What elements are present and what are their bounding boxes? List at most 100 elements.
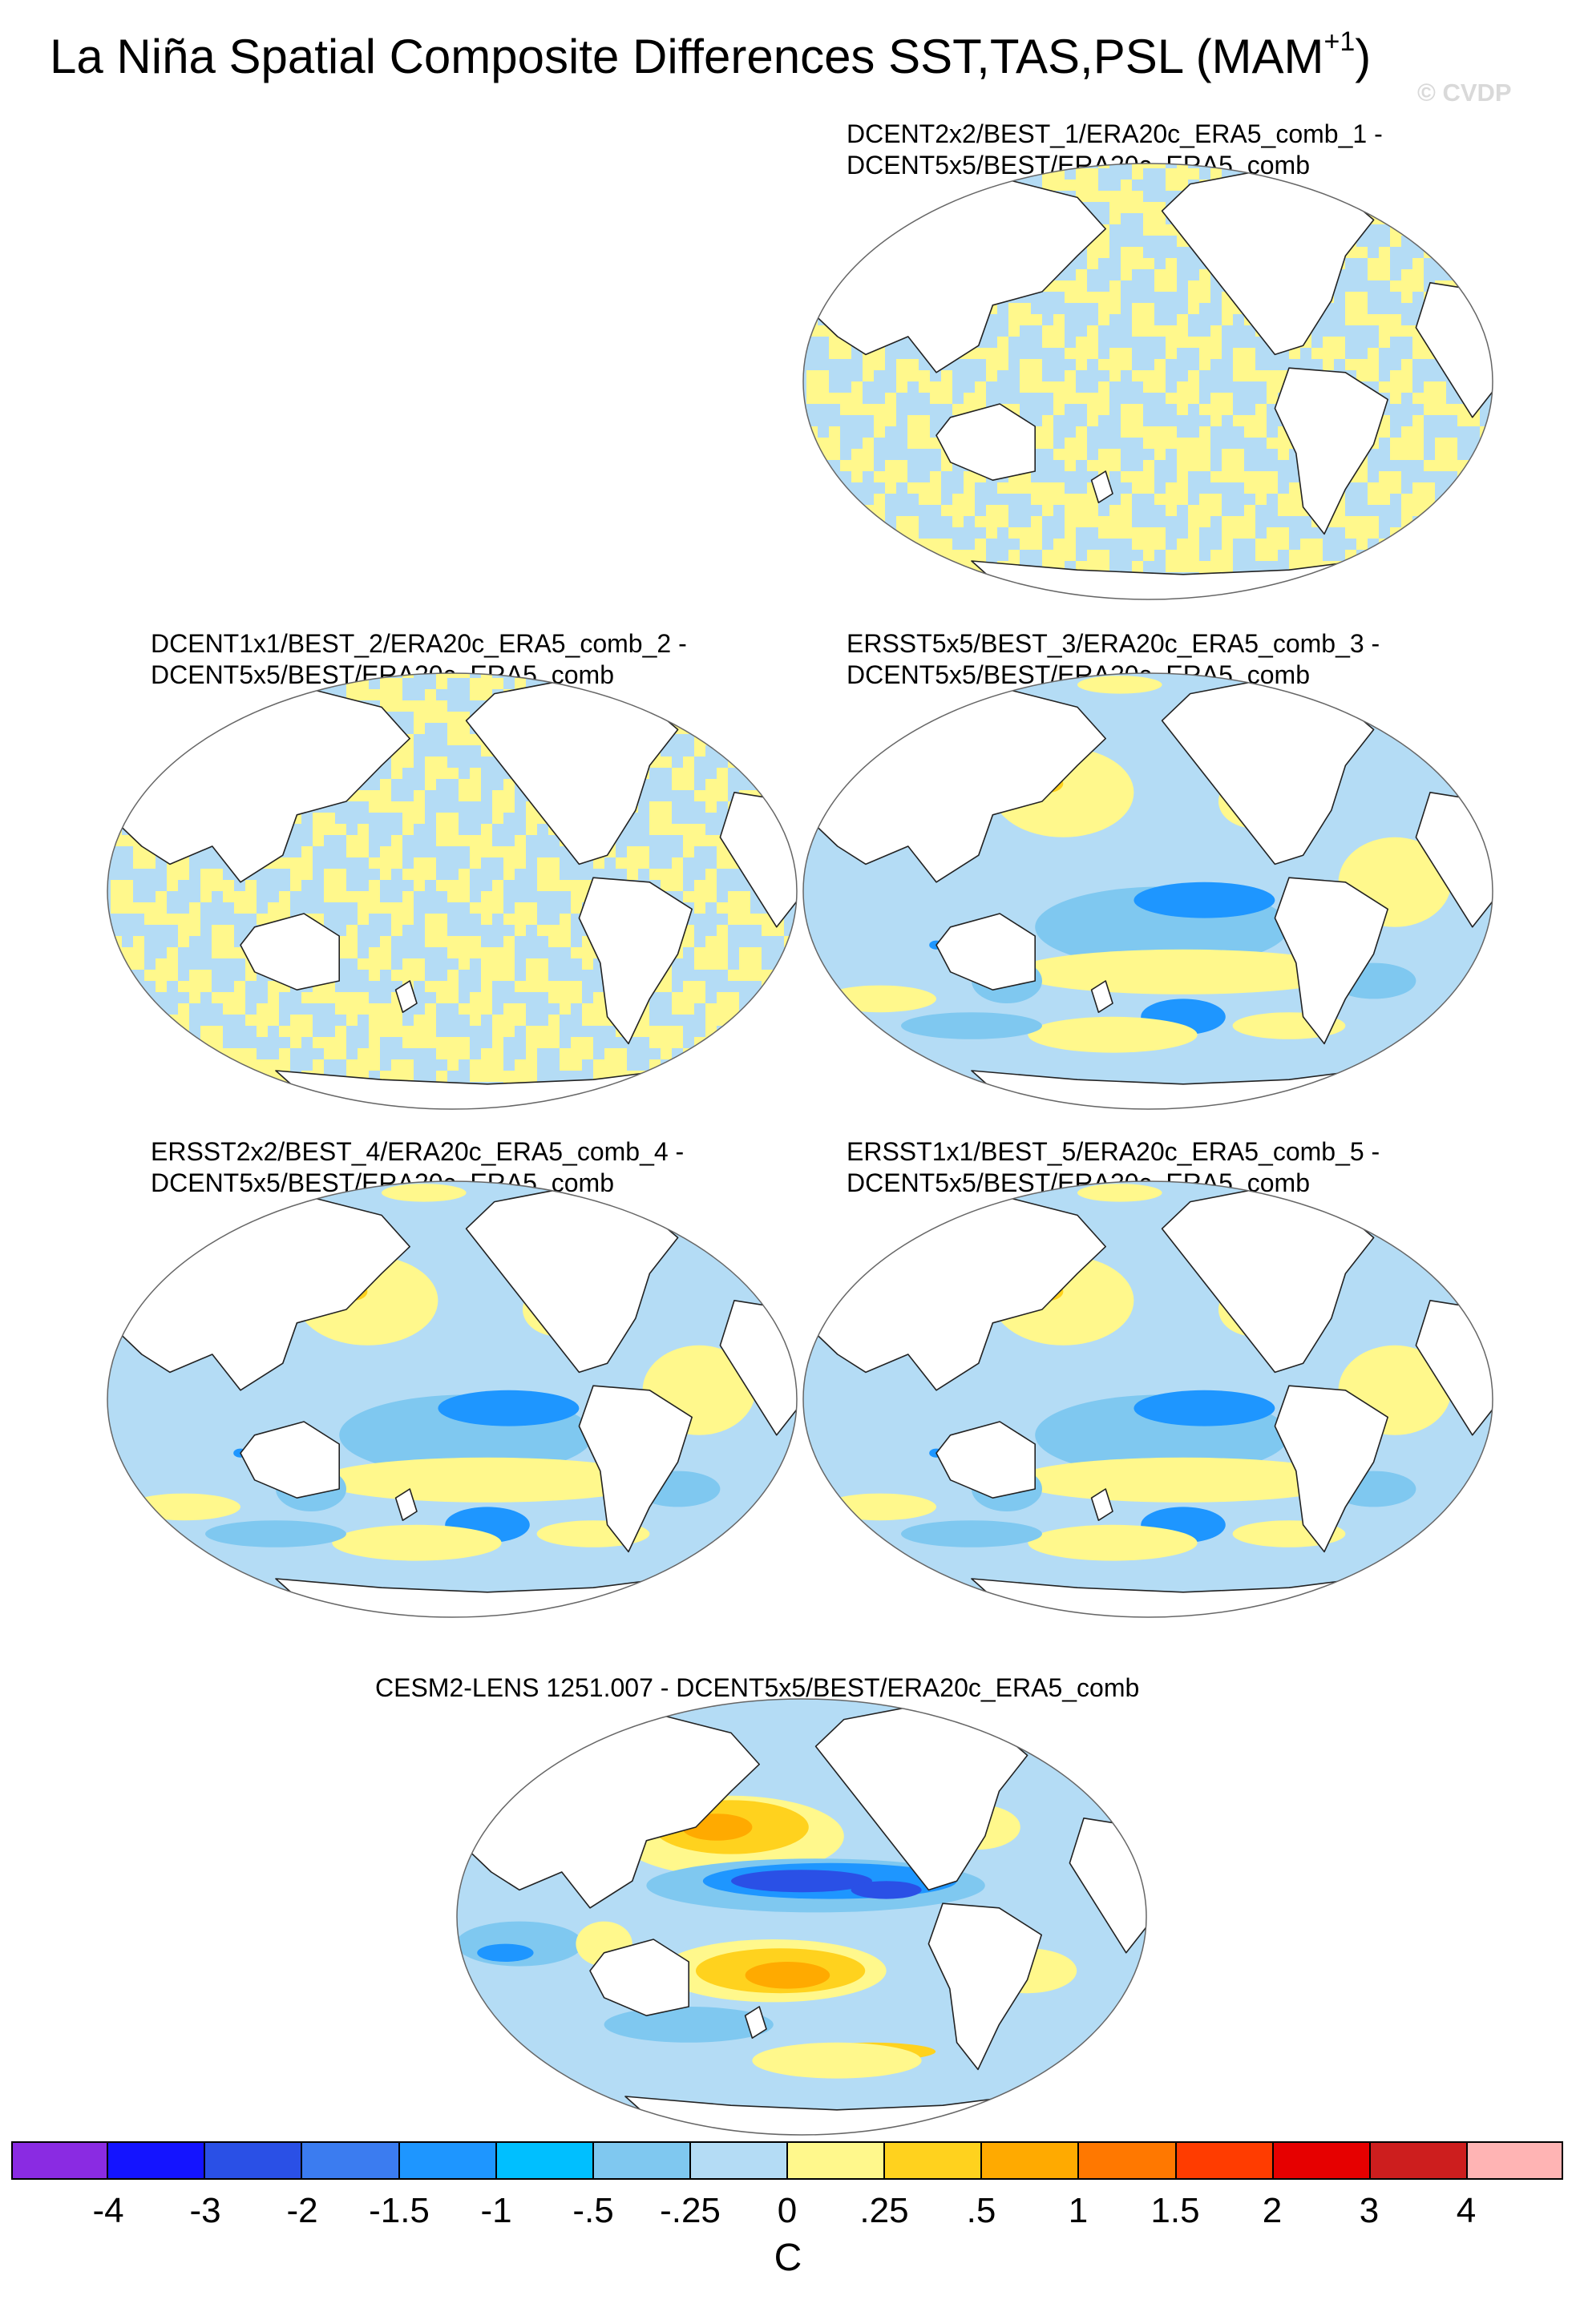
yellow-cell	[1368, 359, 1379, 370]
yellow-cell	[1143, 325, 1154, 337]
yellow-cell	[503, 790, 515, 801]
yellow-cell	[818, 438, 829, 449]
yellow-cell	[806, 381, 818, 393]
yellow-cell	[694, 958, 705, 970]
yellow-cell	[818, 325, 829, 337]
yellow-cell	[874, 404, 885, 415]
yellow-cell	[107, 981, 111, 992]
yellow-cell	[358, 1059, 369, 1071]
yellow-cell	[907, 191, 919, 202]
yellow-cell	[1390, 213, 1401, 224]
yellow-cell	[1143, 303, 1154, 314]
yellow-cell	[762, 757, 773, 768]
yellow-cell	[1356, 314, 1368, 325]
yellow-cell	[863, 370, 874, 381]
yellow-cell	[122, 734, 133, 745]
yellow-cell	[526, 824, 537, 835]
yellow-cell	[481, 914, 492, 925]
yellow-cell	[803, 269, 806, 280]
yellow-cell	[1233, 516, 1244, 527]
yellow-cell	[750, 1026, 762, 1037]
yellow-cell	[919, 595, 930, 599]
yellow-cell	[661, 1104, 672, 1109]
yellow-cell	[582, 958, 593, 970]
yellow-cell	[1087, 516, 1098, 527]
yellow-cell	[907, 482, 919, 494]
yellow-cell	[1143, 527, 1154, 539]
yellow-cell	[851, 539, 863, 550]
yellow-cell	[638, 1082, 649, 1093]
yellow-cell	[1424, 494, 1435, 505]
yellow-cell	[773, 768, 784, 779]
yellow-cell	[964, 494, 975, 505]
yellow-cell	[1311, 595, 1323, 599]
yellow-cell	[156, 970, 167, 981]
yellow-cell	[223, 880, 234, 891]
yellow-cell	[369, 880, 380, 891]
yellow-cell	[1154, 325, 1166, 337]
yellow-cell	[739, 1059, 750, 1071]
yellow-cell	[1435, 527, 1446, 539]
yellow-cell	[107, 1071, 111, 1082]
anomaly-blob	[317, 1457, 657, 1503]
yellow-cell	[279, 1048, 290, 1059]
yellow-cell	[133, 846, 144, 857]
yellow-cell	[346, 936, 358, 947]
yellow-cell	[223, 992, 234, 1003]
yellow-cell	[874, 527, 885, 539]
yellow-cell	[178, 712, 189, 723]
yellow-cell	[470, 947, 481, 958]
yellow-cell	[167, 745, 178, 757]
yellow-cell	[515, 857, 526, 869]
yellow-cell	[840, 393, 851, 404]
yellow-cell	[1244, 527, 1255, 539]
yellow-cell	[1390, 280, 1401, 292]
colorbar-tick-label: -1.5	[369, 2191, 430, 2230]
yellow-cell	[268, 678, 279, 689]
yellow-cell	[1053, 325, 1065, 337]
greenland-landmass	[1359, 169, 1417, 212]
yellow-cell	[683, 846, 694, 857]
yellow-cell	[548, 925, 560, 936]
yellow-cell	[773, 1093, 784, 1104]
yellow-cell	[436, 925, 447, 936]
yellow-cell	[784, 712, 795, 723]
yellow-cell	[425, 712, 436, 723]
yellow-cell	[885, 572, 896, 583]
yellow-cell	[728, 1082, 739, 1093]
yellow-cell	[1166, 482, 1177, 494]
yellow-cell	[245, 891, 257, 902]
yellow-cell	[728, 992, 739, 1003]
yellow-cell	[178, 1071, 189, 1082]
yellow-cell	[1289, 505, 1300, 516]
yellow-cell	[459, 880, 470, 891]
yellow-cell	[245, 1104, 257, 1109]
yellow-cell	[863, 180, 874, 191]
yellow-cell	[107, 824, 111, 835]
yellow-cell	[122, 1003, 133, 1015]
yellow-cell	[1199, 426, 1210, 438]
yellow-cell	[1300, 163, 1311, 168]
yellow-cell	[380, 1026, 391, 1037]
anomaly-blob	[752, 2042, 922, 2079]
yellow-cell	[133, 947, 144, 958]
yellow-cell	[1154, 163, 1166, 168]
yellow-cell	[111, 723, 122, 734]
yellow-cell	[803, 191, 806, 202]
yellow-cell	[1031, 527, 1042, 539]
yellow-cell	[1065, 393, 1076, 404]
yellow-cell	[1132, 191, 1143, 202]
yellow-cell	[1278, 438, 1289, 449]
yellow-cell	[107, 925, 111, 936]
yellow-cell	[436, 768, 447, 779]
yellow-cell	[1065, 516, 1076, 527]
yellow-cell	[1457, 494, 1469, 505]
yellow-cell	[1053, 337, 1065, 348]
yellow-cell	[111, 779, 122, 790]
yellow-cell	[952, 572, 964, 583]
yellow-cell	[997, 583, 1008, 595]
yellow-cell	[803, 258, 806, 269]
yellow-cell	[829, 595, 840, 599]
yellow-cell	[156, 1048, 167, 1059]
yellow-cell	[1446, 191, 1457, 202]
